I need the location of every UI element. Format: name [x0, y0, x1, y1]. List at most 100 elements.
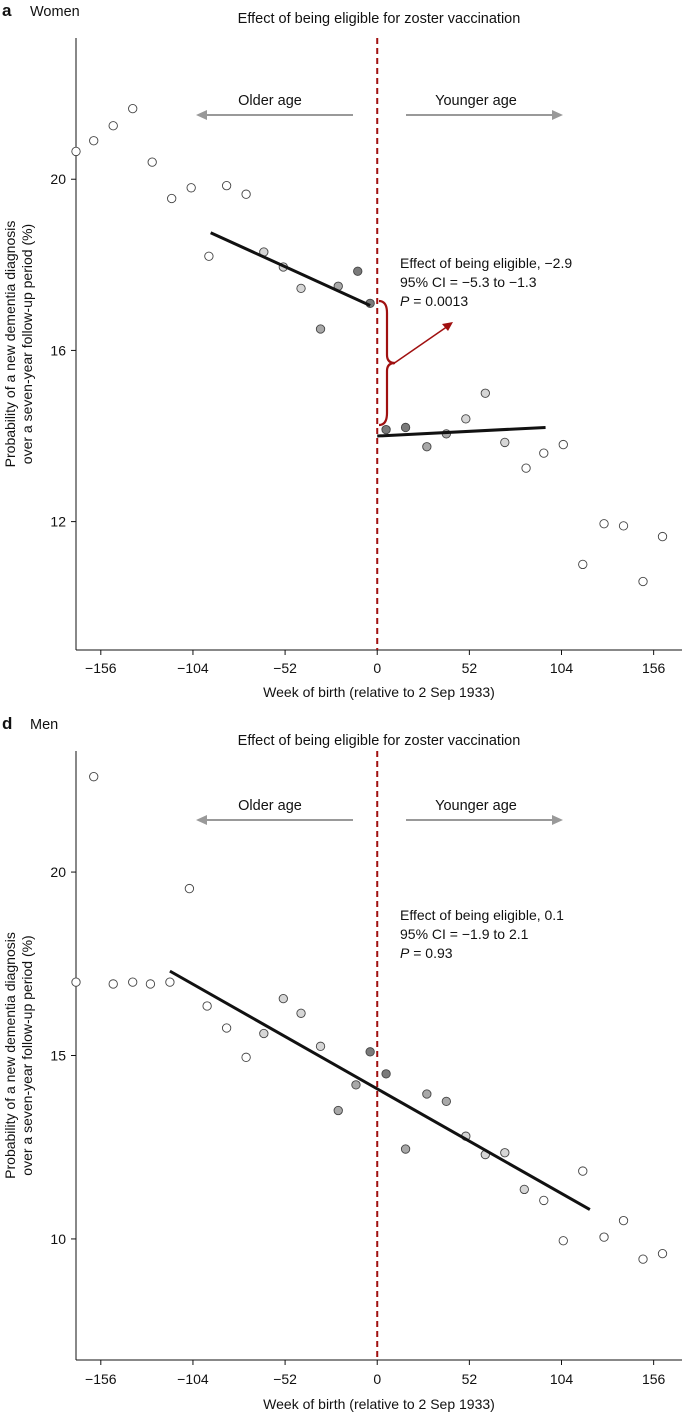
older-age-label: Older age	[238, 798, 302, 814]
x-tick-label: 0	[373, 660, 381, 676]
data-point	[351, 1080, 361, 1090]
data-point	[89, 772, 99, 782]
data-point	[296, 283, 306, 294]
data-point	[145, 979, 156, 989]
data-point	[480, 388, 490, 398]
chart-panel-d: d Men Effect of being eligible for zoster …	[2, 714, 682, 1412]
data-point	[599, 519, 609, 529]
data-point	[71, 977, 81, 987]
chart-title: Effect of being eligible for zoster vacc…	[238, 733, 521, 749]
data-point	[315, 1041, 326, 1051]
x-tick-label: 52	[462, 660, 478, 676]
data-point	[618, 1215, 629, 1226]
data-point	[108, 979, 118, 989]
data-point	[578, 559, 588, 570]
y-axis-label: Probability of a new dementia diagnosis o…	[2, 221, 35, 468]
data-point	[599, 1232, 609, 1242]
data-point	[558, 1236, 568, 1246]
data-point	[500, 437, 510, 448]
regression-fit-line	[377, 425, 546, 438]
data-point	[539, 1195, 549, 1206]
data-point	[147, 157, 157, 167]
data-point	[89, 136, 99, 146]
annotation-pointer-line	[392, 325, 449, 365]
data-point	[259, 1028, 269, 1039]
x-tick-label: −104	[177, 1371, 209, 1387]
y-tick-label: 10	[50, 1231, 66, 1247]
data-point	[296, 1008, 306, 1018]
data-point	[278, 993, 288, 1004]
annotation-pointer-head	[442, 322, 453, 331]
data-point	[241, 189, 251, 199]
y-tick-label: 20	[50, 864, 66, 880]
data-point	[638, 576, 648, 587]
data-point	[461, 414, 471, 424]
x-tick-label: −156	[85, 660, 117, 676]
data-point	[400, 422, 411, 433]
p-value-letter: P	[400, 945, 410, 961]
chart-title: Effect of being eligible for zoster vacc…	[238, 11, 521, 27]
regression-fit-line	[210, 231, 371, 307]
data-point	[441, 1096, 451, 1107]
older-age-arrow-head	[196, 110, 207, 120]
y-axis-label-line1: Probability of a new dementia diagnosis	[2, 932, 18, 1179]
x-tick-label: 104	[550, 660, 574, 676]
data-point	[221, 181, 232, 191]
data-point	[167, 193, 177, 204]
data-point	[381, 424, 391, 435]
younger-age-arrow-head	[552, 815, 563, 825]
p-value-letter: P	[400, 293, 410, 309]
x-tick-label: 156	[642, 660, 666, 676]
data-point	[108, 121, 118, 131]
y-axis-label-line2: over a seven-year follow-up period (%)	[19, 224, 35, 464]
data-point	[500, 1148, 510, 1158]
data-point	[422, 442, 432, 452]
effect-annotation-pvalue: P = 0.93	[400, 945, 453, 961]
data-point	[165, 977, 175, 987]
older-age-label: Older age	[238, 93, 302, 109]
x-tick-label: 0	[373, 1371, 381, 1387]
data-point	[71, 146, 81, 157]
younger-age-label: Younger age	[435, 798, 517, 814]
y-tick-label: 15	[50, 1048, 66, 1064]
effect-annotation-line2: 95% CI = −5.3 to −1.3	[400, 274, 537, 290]
data-point	[353, 266, 363, 276]
data-point	[558, 439, 568, 450]
effect-annotation-pvalue: P = 0.0013	[400, 293, 468, 309]
x-tick-label: 156	[642, 1371, 666, 1387]
data-point	[422, 1089, 432, 1099]
regression-fit-line	[169, 969, 591, 1211]
x-tick-label: −156	[85, 1371, 117, 1387]
data-point	[400, 1144, 411, 1154]
panel-letter: a	[2, 1, 12, 20]
effect-annotation-line2: 95% CI = −1.9 to 2.1	[400, 926, 529, 942]
y-axis-label-line1: Probability of a new dementia diagnosis	[2, 221, 18, 468]
x-tick-label: 52	[462, 1371, 478, 1387]
y-tick-label: 12	[50, 514, 66, 530]
younger-age-arrow-head	[552, 110, 563, 120]
y-axis-label: Probability of a new dementia diagnosis o…	[2, 932, 35, 1179]
data-point	[657, 1248, 668, 1259]
data-point	[638, 1254, 648, 1264]
panel-letter: d	[2, 714, 12, 733]
data-point	[365, 1047, 375, 1057]
data-point	[657, 531, 668, 542]
data-point	[184, 883, 195, 894]
y-axis-label-line2: over a seven-year follow-up period (%)	[19, 935, 35, 1175]
data-point	[519, 1184, 529, 1195]
x-tick-label: −104	[177, 660, 209, 676]
data-point	[333, 1105, 343, 1116]
panel-subtitle: Women	[30, 4, 80, 20]
data-point	[521, 463, 531, 473]
effect-annotation-line1: Effect of being eligible, 0.1	[400, 907, 564, 923]
chart-panel-a: a Women Effect of being eligible for zoste…	[2, 1, 682, 700]
effect-bracket	[378, 299, 396, 427]
data-point	[186, 183, 196, 193]
data-point	[204, 251, 214, 261]
y-tick-label: 16	[50, 342, 66, 358]
p-value-number: = 0.93	[409, 945, 452, 961]
older-age-arrow-head	[196, 815, 207, 825]
x-axis-label: Week of birth (relative to 2 Sep 1933)	[263, 1396, 495, 1412]
x-tick-label: −52	[273, 1371, 297, 1387]
